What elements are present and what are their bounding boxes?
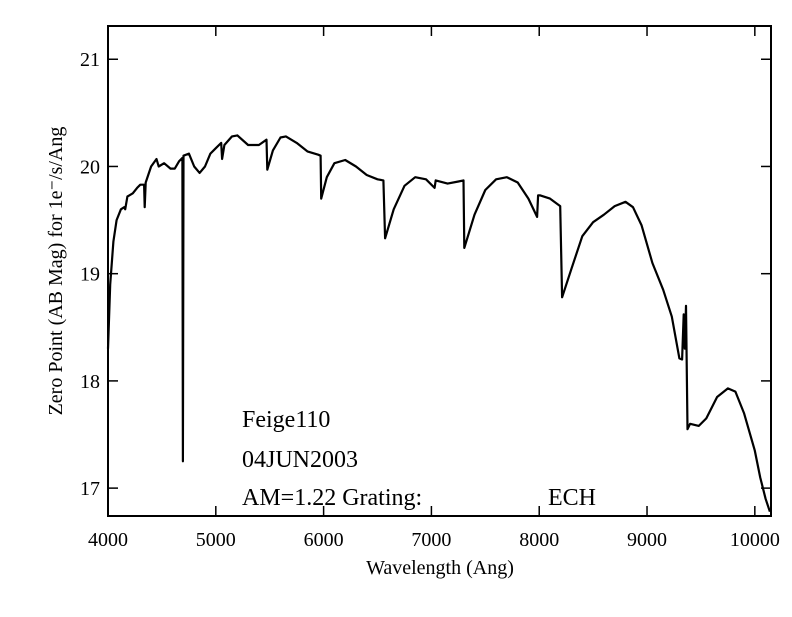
annotation: 04JUN2003 [242,447,358,473]
annotation: AM=1.22 Grating: [242,485,422,511]
y-tick-label: 19 [80,264,100,286]
annotation: ECH [548,485,596,511]
x-tick-label: 10000 [730,529,780,551]
annotation: Feige110 [242,407,330,433]
y-tick-label: 17 [80,478,100,500]
x-tick-label: 8000 [519,529,559,551]
plot-frame [107,25,772,517]
x-tick-label: 4000 [88,529,128,551]
x-tick-label: 5000 [196,529,236,551]
x-tick-label: 9000 [627,529,667,551]
x-tick-label: 6000 [304,529,344,551]
x-tick-label: 7000 [411,529,451,551]
y-tick-label: 18 [80,371,100,393]
x-axis-label: Wavelength (Ang) [366,557,514,579]
y-tick-label: 20 [80,156,100,178]
data-line [106,134,771,513]
y-axis-label: Zero Point (AB Mag) for 1e⁻/s/Ang [45,127,67,416]
y-tick-label: 21 [80,49,100,71]
